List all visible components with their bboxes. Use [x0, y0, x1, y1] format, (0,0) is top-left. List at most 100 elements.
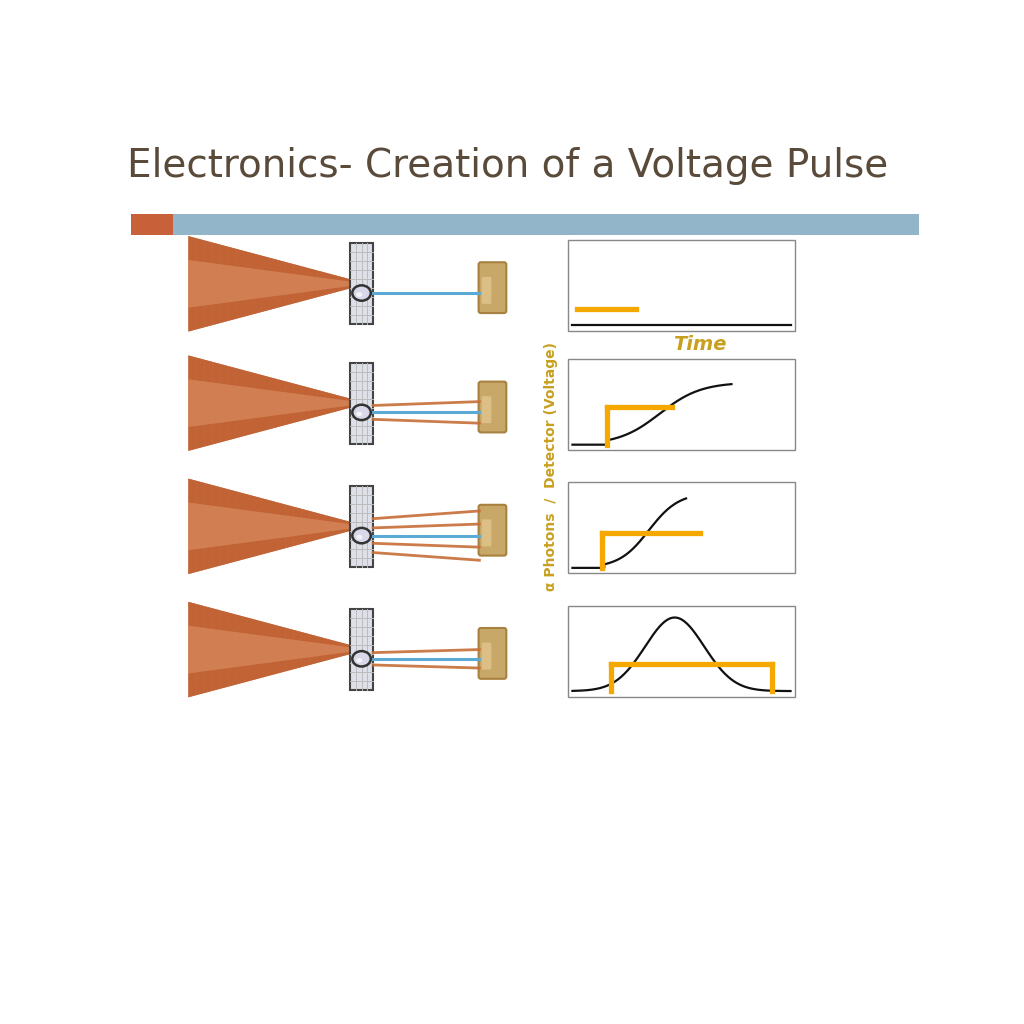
Polygon shape: [278, 379, 286, 427]
Polygon shape: [228, 612, 237, 686]
Polygon shape: [245, 494, 253, 559]
Polygon shape: [188, 602, 197, 697]
Polygon shape: [317, 513, 326, 540]
Bar: [568, 240, 795, 331]
Polygon shape: [286, 262, 294, 306]
Polygon shape: [205, 483, 213, 569]
FancyBboxPatch shape: [481, 276, 492, 304]
Polygon shape: [342, 396, 350, 410]
Polygon shape: [334, 641, 342, 658]
Polygon shape: [294, 507, 301, 546]
Ellipse shape: [356, 535, 362, 540]
Polygon shape: [245, 616, 253, 682]
Polygon shape: [188, 355, 350, 451]
Polygon shape: [309, 388, 317, 419]
Polygon shape: [188, 478, 350, 574]
Polygon shape: [326, 272, 334, 295]
Ellipse shape: [352, 528, 371, 544]
Polygon shape: [309, 634, 317, 665]
Polygon shape: [342, 519, 350, 534]
Polygon shape: [253, 253, 261, 314]
Bar: [568, 359, 795, 451]
Polygon shape: [261, 498, 269, 555]
Polygon shape: [188, 355, 197, 451]
Polygon shape: [309, 511, 317, 542]
Polygon shape: [228, 489, 237, 563]
Polygon shape: [269, 377, 278, 429]
Polygon shape: [278, 503, 286, 550]
Polygon shape: [237, 492, 245, 561]
Polygon shape: [188, 379, 350, 427]
Polygon shape: [245, 251, 253, 316]
Polygon shape: [342, 278, 350, 291]
Polygon shape: [197, 239, 205, 330]
Ellipse shape: [352, 651, 371, 667]
Polygon shape: [269, 500, 278, 553]
FancyBboxPatch shape: [481, 519, 492, 547]
Polygon shape: [301, 386, 309, 421]
Polygon shape: [278, 626, 286, 674]
Polygon shape: [326, 515, 334, 538]
Polygon shape: [205, 241, 213, 328]
Text: Electronics- Creation of a Voltage Pulse: Electronics- Creation of a Voltage Pulse: [127, 147, 889, 185]
Polygon shape: [188, 503, 350, 550]
Polygon shape: [301, 266, 309, 301]
Polygon shape: [278, 260, 286, 308]
Polygon shape: [286, 505, 294, 548]
Polygon shape: [261, 622, 269, 678]
Polygon shape: [294, 383, 301, 423]
Polygon shape: [213, 608, 220, 691]
Bar: [350, 486, 373, 567]
FancyBboxPatch shape: [478, 505, 506, 556]
Polygon shape: [197, 604, 205, 695]
Polygon shape: [220, 610, 228, 689]
Polygon shape: [213, 485, 220, 567]
Polygon shape: [317, 636, 326, 663]
Polygon shape: [309, 268, 317, 299]
FancyBboxPatch shape: [478, 628, 506, 679]
Ellipse shape: [352, 286, 371, 301]
Polygon shape: [301, 632, 309, 667]
Polygon shape: [334, 394, 342, 412]
Polygon shape: [197, 357, 205, 449]
Polygon shape: [269, 624, 278, 676]
Polygon shape: [188, 478, 197, 574]
Ellipse shape: [356, 658, 362, 663]
Polygon shape: [301, 509, 309, 544]
Polygon shape: [188, 260, 350, 307]
Polygon shape: [342, 643, 350, 656]
Polygon shape: [228, 247, 237, 321]
Polygon shape: [220, 245, 228, 323]
Bar: [173, 214, 920, 236]
Polygon shape: [253, 620, 261, 680]
Polygon shape: [253, 373, 261, 433]
Polygon shape: [188, 602, 350, 697]
Polygon shape: [261, 375, 269, 431]
Bar: [568, 482, 795, 573]
Polygon shape: [286, 628, 294, 672]
Polygon shape: [334, 517, 342, 536]
Polygon shape: [228, 367, 237, 440]
Polygon shape: [220, 365, 228, 442]
Polygon shape: [213, 243, 220, 325]
Polygon shape: [317, 390, 326, 417]
Polygon shape: [220, 487, 228, 565]
Polygon shape: [237, 614, 245, 684]
Polygon shape: [197, 481, 205, 572]
Polygon shape: [286, 381, 294, 425]
Polygon shape: [294, 630, 301, 670]
Polygon shape: [317, 270, 326, 297]
Bar: [568, 605, 795, 696]
Polygon shape: [205, 359, 213, 446]
Polygon shape: [294, 264, 301, 303]
FancyBboxPatch shape: [478, 382, 506, 432]
Bar: [350, 362, 373, 443]
Polygon shape: [326, 392, 334, 415]
Polygon shape: [245, 371, 253, 436]
Bar: [350, 244, 373, 325]
Bar: [131, 214, 173, 236]
Text: α Photons  /  Detector (Voltage): α Photons / Detector (Voltage): [544, 342, 558, 591]
Polygon shape: [237, 249, 245, 318]
Polygon shape: [205, 606, 213, 693]
Ellipse shape: [356, 292, 362, 297]
